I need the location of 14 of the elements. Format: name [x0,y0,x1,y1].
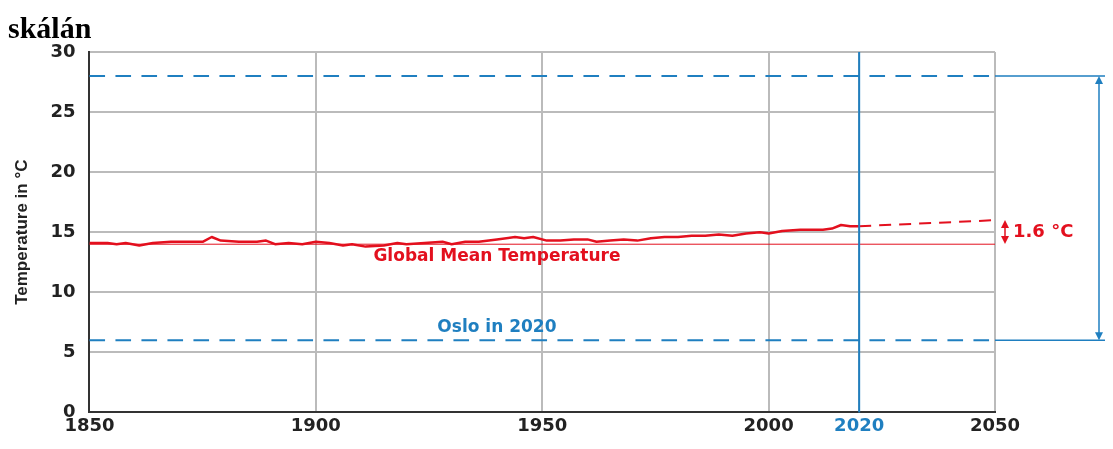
y-tick-label: 10 [50,279,76,301]
y-axis-title: Temperature in °C [11,159,31,305]
y-tick-label: 15 [50,219,76,241]
x-tick-label: 2020 [834,413,885,435]
ref-line-label: Global Mean Temperature [373,245,621,266]
y-tick-label: 20 [50,159,76,181]
x-tick-label: 1900 [290,413,341,435]
x-tick-label: 2000 [743,413,794,435]
ref-line-label: Oslo in 2020 [437,316,557,337]
x-tick-label: 2050 [969,413,1021,435]
y-tick-label: 5 [62,340,76,362]
y-tick-label: 25 [50,99,76,121]
text: 1.6 °C [1013,219,1074,241]
x-tick-label: 1950 [517,413,568,435]
